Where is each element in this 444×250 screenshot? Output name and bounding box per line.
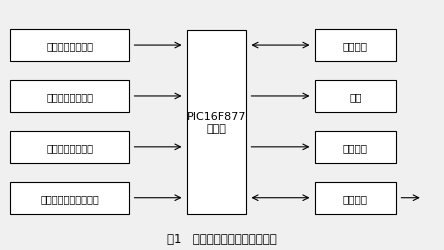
- Text: 一氧化碳一次转换电路: 一氧化碳一次转换电路: [40, 193, 99, 203]
- FancyBboxPatch shape: [10, 80, 129, 113]
- Text: 显示: 显示: [349, 92, 362, 102]
- FancyBboxPatch shape: [10, 131, 129, 163]
- Text: 通信接口: 通信接口: [343, 193, 368, 203]
- Text: 温度一次转换电路: 温度一次转换电路: [46, 142, 93, 152]
- FancyBboxPatch shape: [315, 30, 396, 62]
- Text: 甲烷一次转换电路: 甲烷一次转换电路: [46, 41, 93, 51]
- Text: 风速一次转换电路: 风速一次转换电路: [46, 92, 93, 102]
- FancyBboxPatch shape: [10, 182, 129, 214]
- Text: 人机对话: 人机对话: [343, 41, 368, 51]
- FancyBboxPatch shape: [187, 31, 246, 214]
- Text: 声光报警: 声光报警: [343, 142, 368, 152]
- Text: PIC16F877
单片机: PIC16F877 单片机: [187, 112, 246, 133]
- FancyBboxPatch shape: [315, 182, 396, 214]
- FancyBboxPatch shape: [315, 131, 396, 163]
- Text: 图1   集成式复合传感器硬件框图: 图1 集成式复合传感器硬件框图: [167, 232, 277, 245]
- FancyBboxPatch shape: [315, 80, 396, 113]
- FancyBboxPatch shape: [10, 30, 129, 62]
